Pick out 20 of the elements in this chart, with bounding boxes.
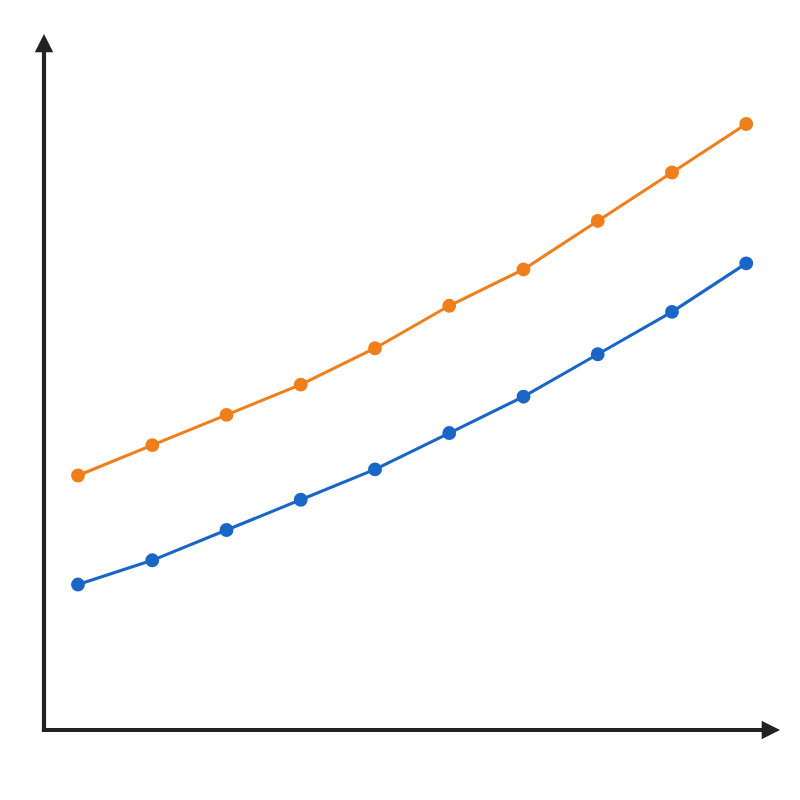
point (590, 214, 605, 228)
point (293, 492, 308, 507)
point (145, 438, 160, 453)
point (368, 462, 382, 477)
point (590, 347, 605, 362)
point (219, 407, 234, 422)
point (71, 577, 85, 592)
point (739, 117, 754, 131)
point (71, 468, 85, 483)
point (145, 553, 160, 568)
point (442, 298, 457, 313)
point (665, 165, 679, 180)
point (293, 377, 308, 392)
point (219, 523, 234, 537)
point (516, 262, 531, 277)
point (516, 389, 531, 404)
point (368, 341, 382, 356)
point (739, 256, 754, 271)
point (665, 304, 679, 319)
point (442, 426, 457, 440)
